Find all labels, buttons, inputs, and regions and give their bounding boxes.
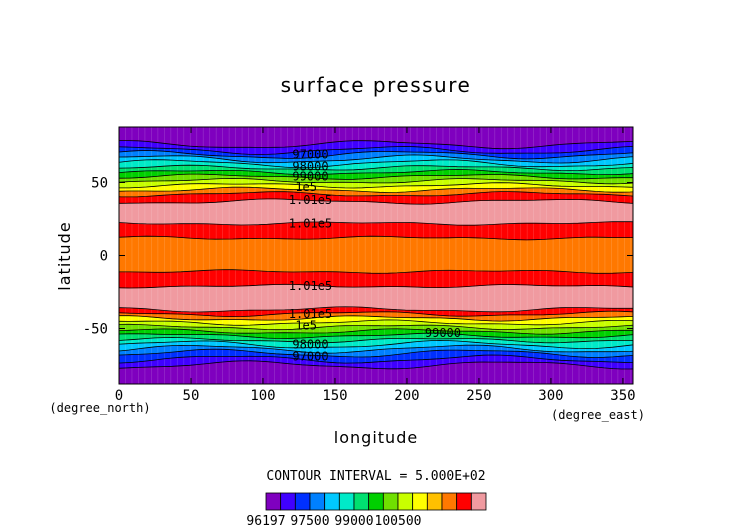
contour-label: 98000: [292, 338, 328, 352]
colorbar-swatch: [382, 492, 399, 511]
y-tick-label: 50: [91, 175, 108, 191]
colorbar-swatch: [338, 492, 355, 511]
contour-line: [119, 159, 633, 169]
contour-line: [119, 336, 633, 344]
contour-line: [119, 177, 633, 185]
colorbar-swatch: [397, 492, 414, 511]
x-tick-label: 350: [610, 388, 635, 404]
colorbar-tick-label: 96197: [246, 514, 285, 529]
x-tick-label: 0: [115, 388, 123, 404]
contour-line: [119, 332, 633, 339]
contour-line: [119, 186, 633, 193]
contour-line: [119, 154, 633, 164]
colorbar-tick-labels: 96197 97500 99000 100500: [246, 514, 421, 529]
contour-line: [119, 235, 633, 241]
y-axis-ticks: -50 0 50: [83, 175, 633, 338]
contour-line: [119, 306, 633, 313]
contour-lines: [119, 140, 633, 370]
colorbar-swatch: [441, 492, 458, 511]
contour-line: [119, 344, 633, 354]
contour-line: [119, 328, 633, 335]
chart-title: surface pressure: [281, 73, 472, 97]
y-axis-label: latitude: [55, 221, 74, 290]
colorbar-swatch: [280, 492, 296, 511]
colorbar-swatch: [470, 492, 487, 511]
x-tick-label: 200: [394, 388, 419, 404]
contour-line: [119, 310, 633, 318]
colorbar-swatch: [324, 492, 340, 511]
colorbar-swatch: [265, 492, 282, 511]
colorbar-swatch: [456, 492, 472, 511]
contour-line: [119, 182, 633, 189]
x-tick-label: 100: [250, 388, 275, 404]
colorbar-swatch: [368, 492, 384, 511]
x-tick-label: 250: [466, 388, 491, 404]
contour-line: [119, 191, 633, 198]
contour-line: [119, 221, 633, 226]
contour-line: [119, 140, 633, 150]
x-axis-label: longitude: [334, 428, 418, 447]
contour-line: [119, 283, 633, 289]
contour-label: 1.01e5: [289, 216, 332, 230]
contour-label: 1.01e5: [289, 279, 332, 293]
colorbar: [265, 492, 487, 511]
colorbar-swatch: [353, 492, 370, 511]
y-unit-label: (degree_north): [49, 401, 150, 415]
contour-line: [119, 150, 633, 160]
x-unit-label: (degree_east): [551, 408, 645, 422]
contour-line: [119, 315, 633, 322]
colorbar-swatch: [426, 492, 443, 511]
contour-label: 99000: [425, 326, 461, 340]
contour-label: 97000: [292, 349, 328, 363]
colorbar-tick-label: 99000: [334, 514, 373, 529]
y-tick-label: -50: [83, 322, 108, 338]
contour-line: [119, 198, 633, 205]
contour-line: [119, 319, 633, 326]
colorbar-tick-label: 100500: [375, 514, 422, 529]
contour-label: 97000: [292, 148, 328, 162]
colorbar-swatch: [412, 492, 428, 511]
y-tick-label: 0: [100, 249, 108, 265]
contour-label: 1e5: [295, 180, 317, 194]
contour-label: 1e5: [295, 319, 317, 333]
x-tick-label: 150: [322, 388, 347, 404]
x-tick-label: 50: [183, 388, 200, 404]
contour-label: 1.01e5: [289, 307, 332, 321]
contour-line: [119, 169, 633, 176]
contour-line: [119, 348, 633, 358]
contour-label: 1.01e5: [289, 193, 332, 207]
contour-line: [119, 323, 633, 331]
contour-line: [119, 146, 633, 156]
x-axis-ticks: 0 50 100 150 200 250 300 350: [115, 127, 636, 404]
contour-line: [119, 164, 633, 172]
contour-line: [119, 269, 633, 274]
contour-label: 99000: [292, 170, 328, 184]
plot-area: [119, 127, 633, 384]
contour-line: [119, 354, 633, 364]
contour-label: 98000: [292, 159, 328, 173]
colorbar-swatch: [294, 492, 311, 511]
contour-line: [119, 339, 633, 350]
colorbar-tick-label: 97500: [290, 514, 329, 529]
colorbar-swatch: [309, 492, 326, 511]
filled-contour-bands: [119, 127, 633, 384]
contour-line: [119, 360, 633, 370]
x-tick-label: 300: [538, 388, 563, 404]
contour-labels: 9700098000990001e51.01e51.01e51.01e51.01…: [289, 148, 461, 364]
contour-line: [119, 173, 633, 180]
contour-interval-text: CONTOUR INTERVAL = 5.000E+02: [266, 469, 485, 484]
